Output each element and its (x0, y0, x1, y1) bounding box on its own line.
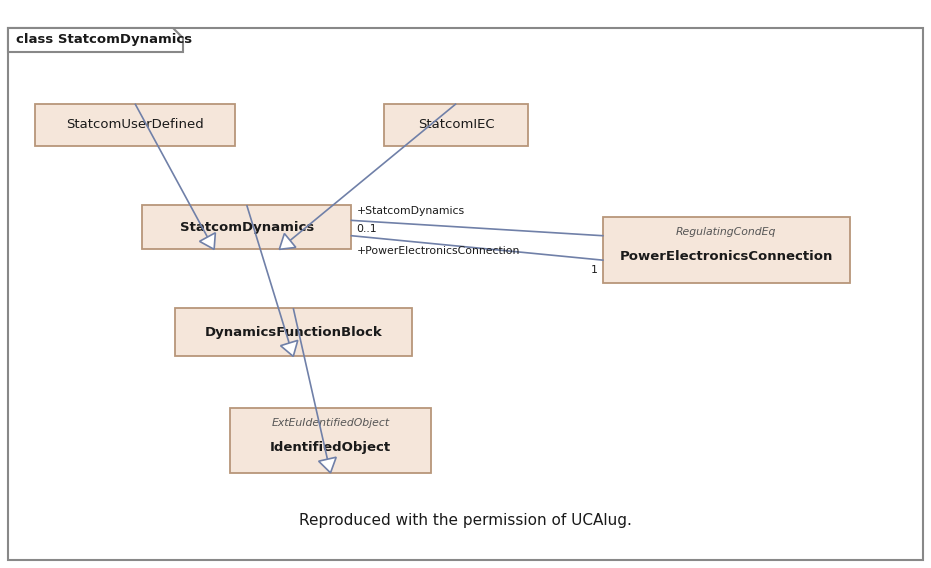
FancyBboxPatch shape (231, 407, 430, 473)
Text: StatcomUserDefined: StatcomUserDefined (66, 119, 204, 131)
Polygon shape (279, 233, 296, 249)
Text: RegulatingCondEq: RegulatingCondEq (676, 227, 776, 237)
FancyBboxPatch shape (603, 217, 850, 282)
Text: DynamicsFunctionBlock: DynamicsFunctionBlock (205, 326, 382, 339)
Text: IdentifiedObject: IdentifiedObject (270, 441, 391, 453)
Text: PowerElectronicsConnection: PowerElectronicsConnection (619, 250, 833, 263)
Text: +PowerElectronicsConnection: +PowerElectronicsConnection (357, 246, 519, 256)
FancyBboxPatch shape (35, 103, 235, 146)
FancyBboxPatch shape (175, 308, 412, 357)
Polygon shape (318, 457, 336, 473)
Polygon shape (199, 233, 215, 249)
FancyBboxPatch shape (385, 103, 529, 146)
Text: 1: 1 (591, 265, 598, 275)
Text: ExtEuIdentifiedObject: ExtEuIdentifiedObject (272, 417, 389, 428)
Text: StatcomDynamics: StatcomDynamics (180, 221, 314, 233)
Text: StatcomIEC: StatcomIEC (418, 119, 494, 131)
Text: +StatcomDynamics: +StatcomDynamics (357, 206, 465, 216)
Polygon shape (8, 28, 183, 52)
FancyBboxPatch shape (142, 205, 352, 249)
Polygon shape (280, 340, 298, 357)
Text: class StatcomDynamics: class StatcomDynamics (16, 34, 192, 47)
Text: 0..1: 0..1 (357, 224, 377, 233)
Text: Reproduced with the permission of UCAlug.: Reproduced with the permission of UCAlug… (299, 512, 632, 528)
